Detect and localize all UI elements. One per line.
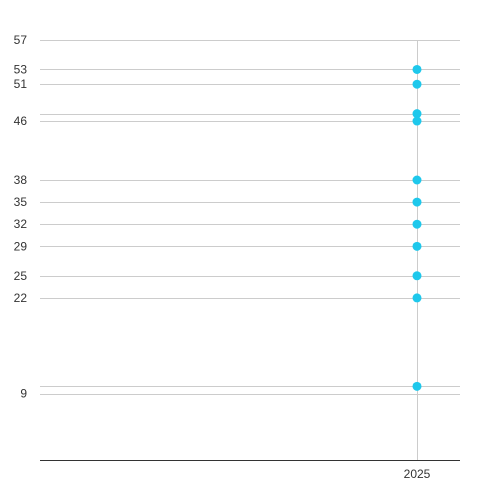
- y-tick-label: 35: [14, 195, 28, 209]
- data-point[interactable]: [412, 271, 422, 281]
- data-point[interactable]: [412, 64, 422, 74]
- y-tick-label: 29: [14, 239, 28, 253]
- y-tick-label: 22: [14, 291, 28, 305]
- y-tick-label: 51: [14, 77, 28, 91]
- data-point[interactable]: [412, 79, 422, 89]
- y-tick-label: 9: [20, 387, 27, 401]
- data-point[interactable]: [412, 116, 422, 126]
- data-point[interactable]: [412, 381, 422, 391]
- data-point[interactable]: [412, 293, 422, 303]
- y-tick-label: 32: [14, 217, 28, 231]
- grid: [40, 40, 460, 460]
- y-tick-label: 57: [14, 33, 28, 47]
- data-point[interactable]: [412, 241, 422, 251]
- x-axis: 2025: [40, 460, 460, 481]
- y-tick-label: 46: [14, 114, 28, 128]
- data-point[interactable]: [412, 197, 422, 207]
- y-tick-label: 38: [14, 173, 28, 187]
- data-points: [412, 64, 422, 391]
- y-tick-label: 25: [14, 269, 28, 283]
- data-point[interactable]: [412, 175, 422, 185]
- data-point[interactable]: [412, 109, 422, 119]
- y-tick-label: 53: [14, 62, 28, 76]
- x-tick-label: 2025: [404, 467, 431, 481]
- data-point[interactable]: [412, 219, 422, 229]
